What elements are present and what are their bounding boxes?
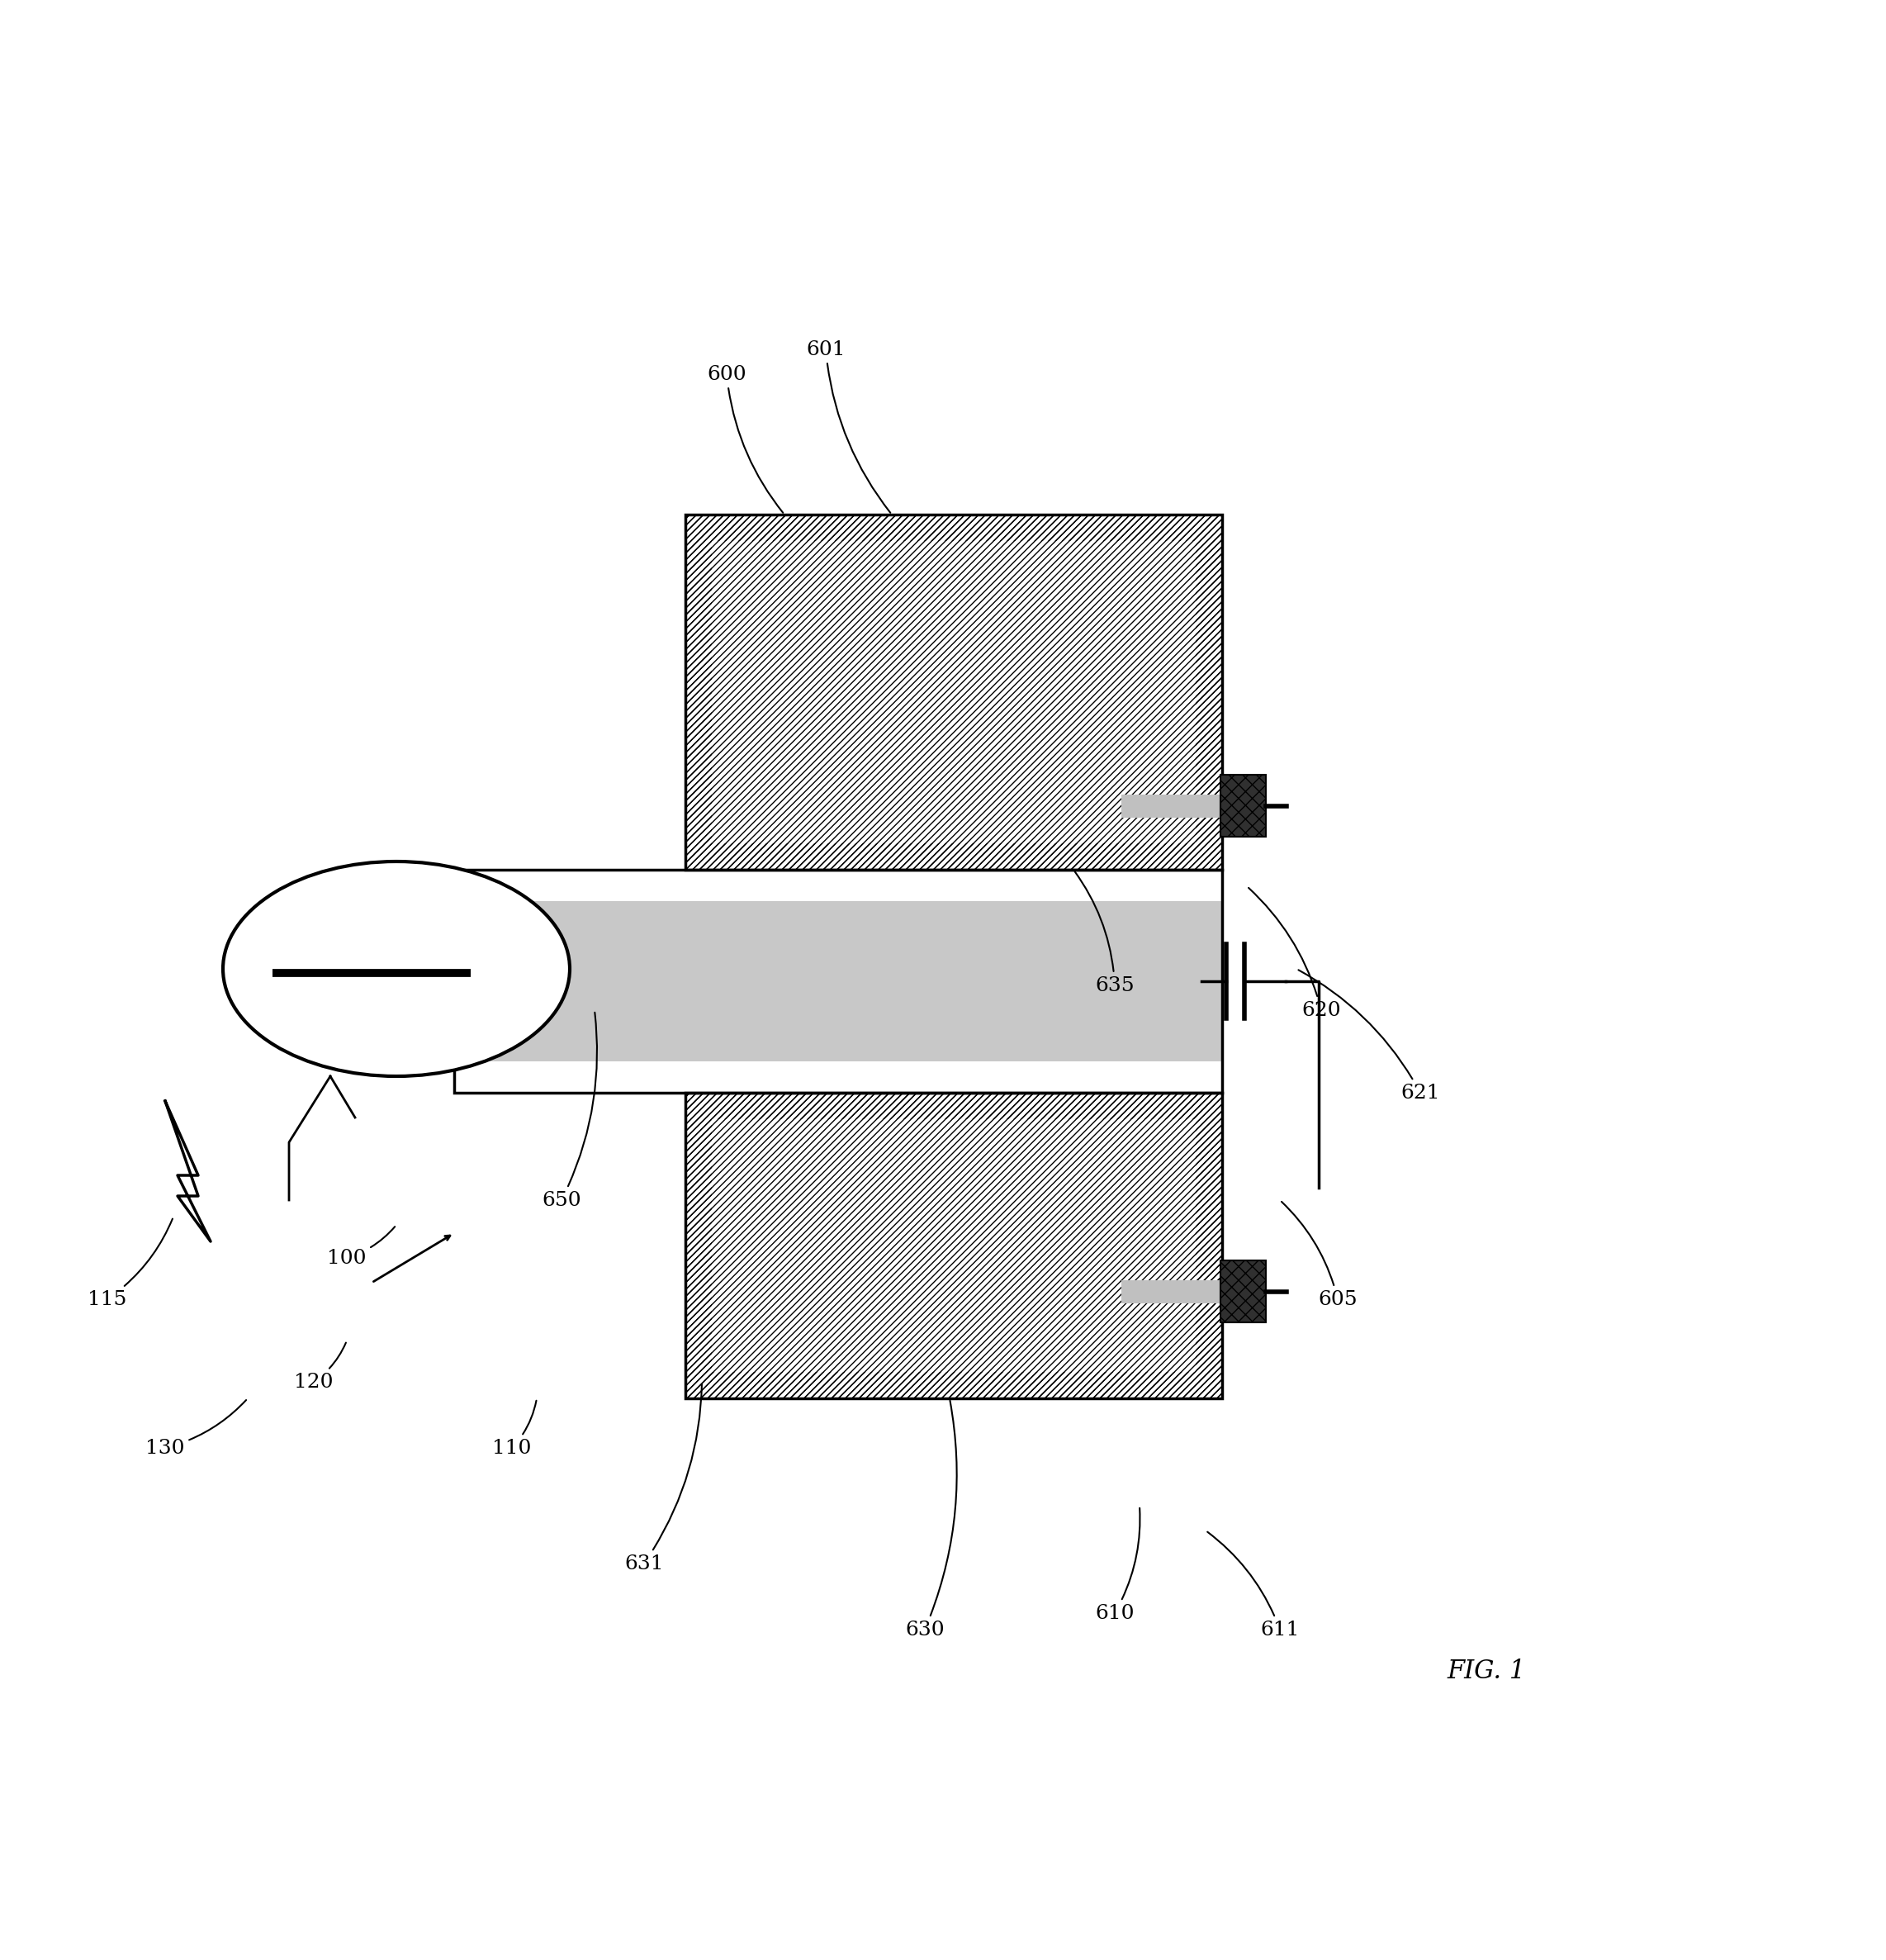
Bar [685, 515, 1222, 870]
Bar [685, 1094, 1222, 1397]
Text: 115: 115 [89, 1219, 172, 1309]
Text: 630: 630 [905, 1401, 956, 1639]
Bar [455, 947, 562, 992]
Bar [685, 515, 1222, 870]
Bar [1220, 1260, 1266, 1323]
Text: 110: 110 [492, 1401, 536, 1458]
Bar [455, 902, 1222, 1062]
Bar [711, 1119, 1196, 1372]
Bar [685, 1094, 1222, 1397]
Bar [455, 870, 1222, 1094]
Bar [711, 541, 1196, 843]
Text: 635: 635 [1075, 872, 1133, 996]
Ellipse shape [223, 862, 570, 1076]
Bar [1122, 794, 1220, 817]
Text: 650: 650 [541, 1013, 598, 1209]
Text: 600: 600 [707, 365, 783, 514]
Text: 611: 611 [1207, 1533, 1299, 1639]
Bar [455, 870, 1222, 902]
Text: 621: 621 [1298, 970, 1439, 1102]
Text: 610: 610 [1096, 1507, 1139, 1623]
Text: FIG. 1: FIG. 1 [1447, 1658, 1526, 1684]
Bar [455, 870, 1222, 1094]
Bar [455, 1062, 1222, 1094]
Text: 120: 120 [294, 1343, 345, 1392]
Text: 100: 100 [326, 1227, 394, 1268]
Bar [711, 1119, 1196, 1372]
Bar [711, 541, 1196, 843]
Text: 605: 605 [1282, 1201, 1358, 1309]
Text: 130: 130 [145, 1399, 247, 1458]
Bar [1220, 774, 1266, 837]
Text: 631: 631 [624, 1384, 702, 1574]
Text: 601: 601 [805, 339, 890, 514]
Bar [1122, 1280, 1220, 1303]
Text: 620: 620 [1249, 888, 1341, 1019]
